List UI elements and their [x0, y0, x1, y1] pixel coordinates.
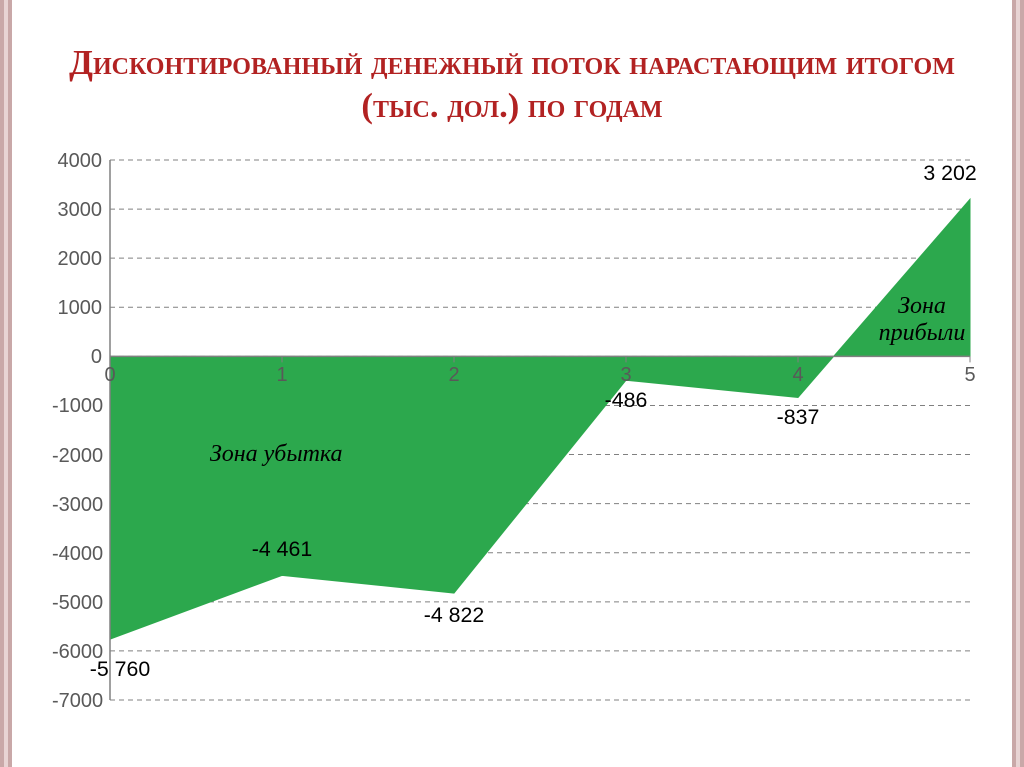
data-label: -837 [758, 405, 838, 430]
data-label: -4 822 [414, 603, 494, 628]
x-tick-label: 4 [778, 364, 818, 387]
data-label: 3 202 [910, 161, 990, 186]
y-tick-label: -5000 [52, 592, 102, 615]
x-tick-label: 2 [434, 364, 474, 387]
y-tick-label: 2000 [52, 248, 102, 271]
chart-svg [50, 150, 980, 720]
x-tick-label: 0 [90, 364, 130, 387]
y-tick-label: -2000 [52, 445, 102, 468]
y-tick-label: 4000 [52, 150, 102, 173]
y-tick-label: -3000 [52, 494, 102, 517]
y-tick-label: -4000 [52, 543, 102, 566]
data-label: -5 760 [80, 657, 160, 682]
chart-title: Дисконтированный денежный поток нарастаю… [40, 42, 984, 129]
x-tick-label: 5 [950, 364, 990, 387]
y-tick-label: 3000 [52, 199, 102, 222]
frame-stripe-right [1008, 0, 1024, 767]
zone-annotation: Зона убытка [196, 441, 356, 468]
data-label: -4 461 [242, 537, 322, 562]
zone-annotation: Зона прибыли [867, 293, 977, 347]
y-tick-label: 1000 [52, 297, 102, 320]
data-label: -486 [586, 388, 666, 413]
x-tick-label: 3 [606, 364, 646, 387]
y-tick-label: -1000 [52, 395, 102, 418]
frame-stripe-left [0, 0, 16, 767]
y-tick-label: -7000 [52, 690, 102, 713]
area-chart: -7000-6000-5000-4000-3000-2000-100001000… [50, 150, 980, 720]
x-tick-label: 1 [262, 364, 302, 387]
